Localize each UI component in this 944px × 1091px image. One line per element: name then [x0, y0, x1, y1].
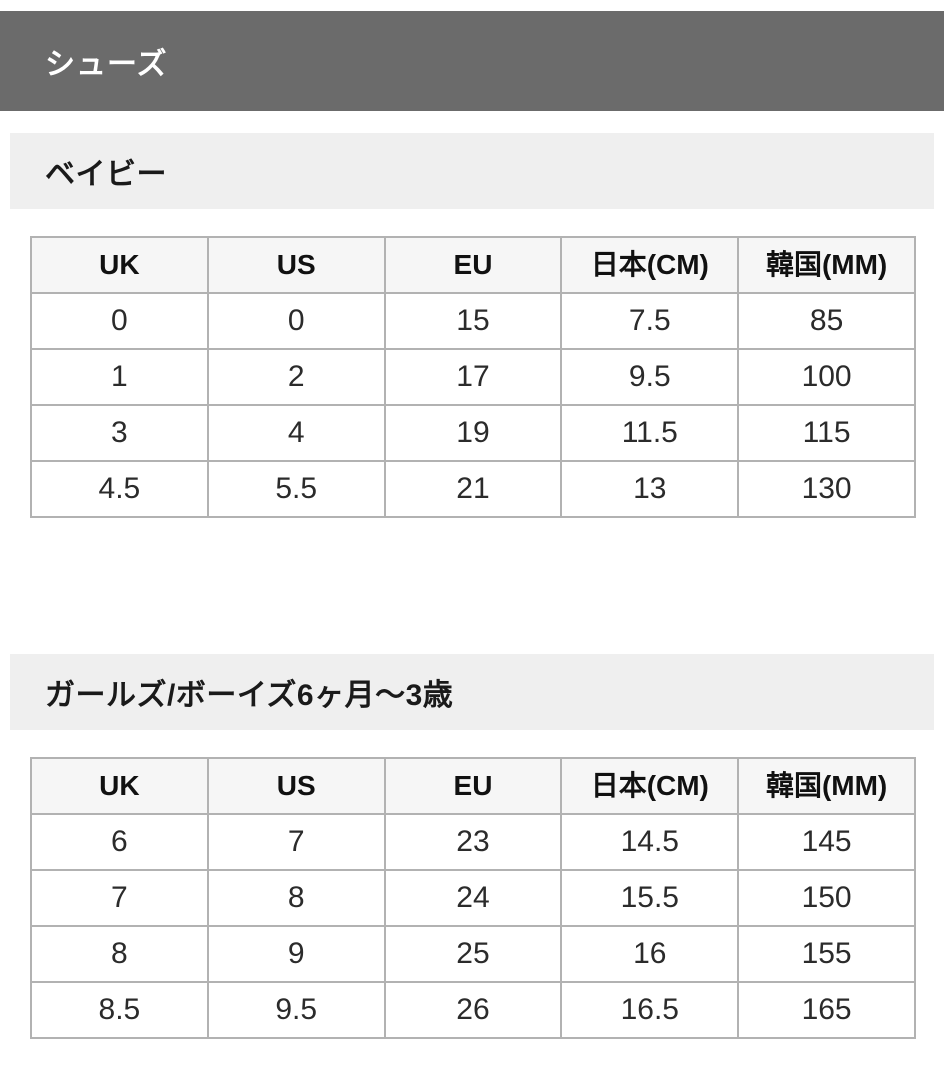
size-table-baby: UK US EU 日本(CM) 韓国(MM) 0 0 15 7.5 85	[30, 236, 916, 518]
table-cell: 8.5	[30, 981, 209, 1039]
table-cell: 100	[737, 348, 916, 406]
section-baby-heading-band: ベイビー	[10, 133, 934, 209]
section-girls-boys-heading-band: ガールズ/ボーイズ6ヶ月～3歳	[10, 654, 934, 730]
table-cell: 25	[383, 925, 563, 983]
table-cell: 11.5	[560, 404, 740, 462]
table-cell: 15.5	[560, 869, 740, 927]
table-row: 1 2 17 9.5 100	[30, 348, 916, 406]
table-cell: 16.5	[560, 981, 740, 1039]
size-table-girls-boys-wrap: UK US EU 日本(CM) 韓国(MM) 6 7 23 14.5 145	[30, 757, 916, 1039]
table-cell: 19	[383, 404, 563, 462]
table-cell: 14.5	[560, 813, 740, 871]
table-cell: 165	[737, 981, 916, 1039]
table-cell: 26	[383, 981, 563, 1039]
table-cell: 130	[737, 460, 916, 518]
table-cell: 16	[560, 925, 740, 983]
table-cell: 0	[30, 292, 209, 350]
table-cell: 7.5	[560, 292, 740, 350]
table-cell: 7	[206, 813, 386, 871]
app-header: シューズ	[0, 11, 944, 111]
column-header-japan-cm: 日本(CM)	[560, 757, 740, 815]
table-cell: 13	[560, 460, 740, 518]
table-cell: 15	[383, 292, 563, 350]
section-baby-heading: ベイビー	[45, 158, 167, 191]
size-table-baby-wrap: UK US EU 日本(CM) 韓国(MM) 0 0 15 7.5 85	[30, 236, 916, 518]
table-header-row: UK US EU 日本(CM) 韓国(MM)	[30, 757, 916, 815]
section-girls-boys: ガールズ/ボーイズ6ヶ月～3歳 UK US EU 日本(CM) 韓国(MM) 6	[0, 654, 944, 1039]
column-header-korea-mm: 韓国(MM)	[737, 236, 916, 294]
column-header-us: US	[206, 757, 386, 815]
table-cell: 8	[206, 869, 386, 927]
table-row: 7 8 24 15.5 150	[30, 869, 916, 927]
table-cell: 4	[206, 404, 386, 462]
table-cell: 1	[30, 348, 209, 406]
table-cell: 3	[30, 404, 209, 462]
table-cell: 145	[737, 813, 916, 871]
section-baby: ベイビー UK US EU 日本(CM) 韓国(MM) 0 0	[0, 133, 944, 518]
table-cell: 4.5	[30, 460, 209, 518]
table-cell: 7	[30, 869, 209, 927]
column-header-korea-mm: 韓国(MM)	[737, 757, 916, 815]
table-row: 3 4 19 11.5 115	[30, 404, 916, 462]
section-girls-boys-heading: ガールズ/ボーイズ6ヶ月～3歳	[45, 679, 454, 712]
table-cell: 2	[206, 348, 386, 406]
table-cell: 9.5	[206, 981, 386, 1039]
table-row: 0 0 15 7.5 85	[30, 292, 916, 350]
table-cell: 9	[206, 925, 386, 983]
table-header-row: UK US EU 日本(CM) 韓国(MM)	[30, 236, 916, 294]
size-table-girls-boys: UK US EU 日本(CM) 韓国(MM) 6 7 23 14.5 145	[30, 757, 916, 1039]
size-chart-page: シューズ ベイビー UK US EU 日本(CM) 韓国(MM)	[0, 11, 944, 1039]
table-cell: 155	[737, 925, 916, 983]
table-cell: 6	[30, 813, 209, 871]
page-title: シューズ	[45, 48, 168, 81]
table-cell: 85	[737, 292, 916, 350]
table-cell: 8	[30, 925, 209, 983]
table-cell: 150	[737, 869, 916, 927]
table-cell: 23	[383, 813, 563, 871]
table-cell: 9.5	[560, 348, 740, 406]
table-cell: 21	[383, 460, 563, 518]
table-cell: 5.5	[206, 460, 386, 518]
column-header-uk: UK	[30, 236, 209, 294]
table-cell: 24	[383, 869, 563, 927]
table-cell: 0	[206, 292, 386, 350]
column-header-japan-cm: 日本(CM)	[560, 236, 740, 294]
table-row: 4.5 5.5 21 13 130	[30, 460, 916, 518]
column-header-eu: EU	[383, 236, 563, 294]
table-row: 8.5 9.5 26 16.5 165	[30, 981, 916, 1039]
column-header-us: US	[206, 236, 386, 294]
column-header-uk: UK	[30, 757, 209, 815]
table-row: 8 9 25 16 155	[30, 925, 916, 983]
table-cell: 17	[383, 348, 563, 406]
table-cell: 115	[737, 404, 916, 462]
table-row: 6 7 23 14.5 145	[30, 813, 916, 871]
section-gap	[0, 518, 944, 654]
column-header-eu: EU	[383, 757, 563, 815]
